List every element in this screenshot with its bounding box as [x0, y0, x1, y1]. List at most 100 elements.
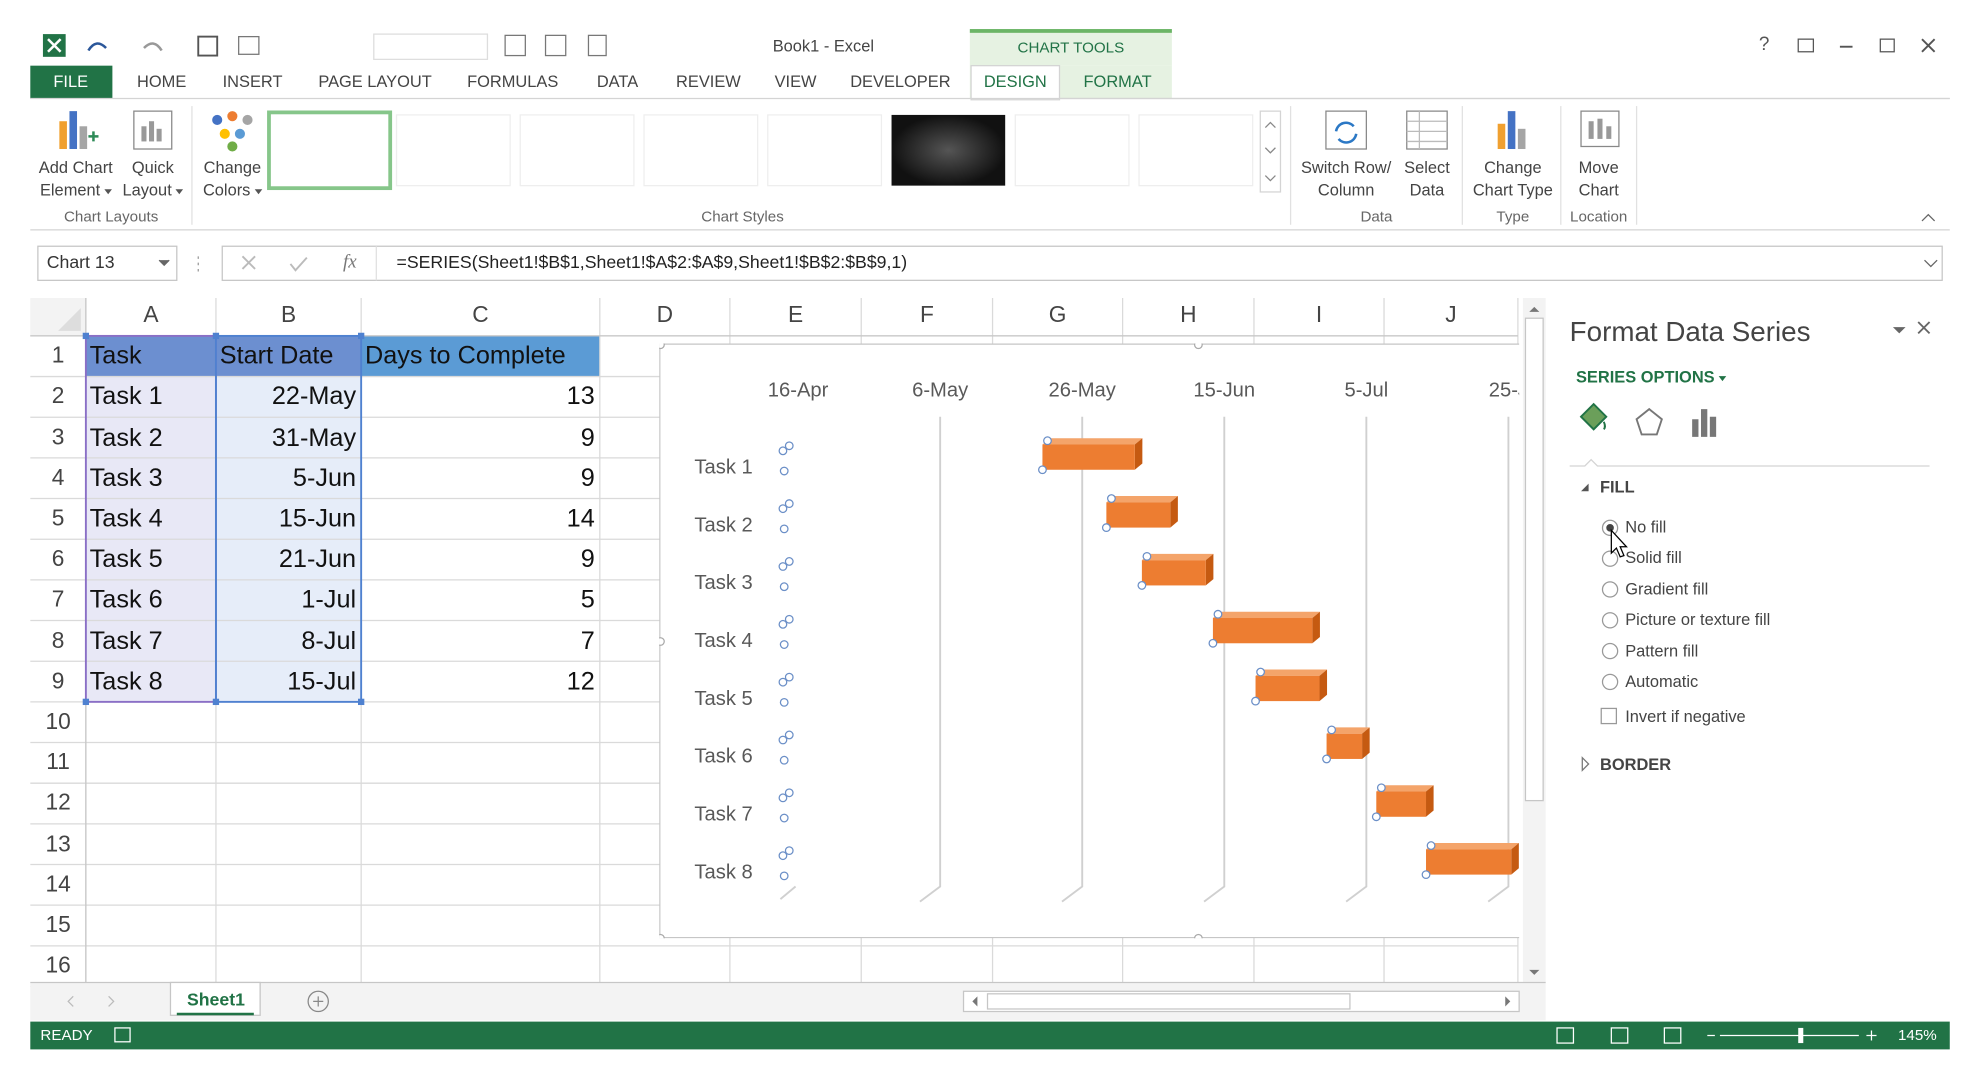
cell[interactable]: 9	[580, 545, 595, 574]
ribbon-tab[interactable]: DEVELOPER	[850, 71, 951, 91]
style-thumb[interactable]	[267, 110, 393, 191]
ribbon-tab[interactable]: REVIEW	[676, 71, 741, 91]
series-options-menu[interactable]: SERIES OPTIONS	[1576, 368, 1727, 387]
cell[interactable]: Task 1	[89, 383, 163, 411]
row-header[interactable]: 10	[45, 708, 71, 734]
cell[interactable]: 12	[566, 667, 595, 696]
cell[interactable]: 22-May	[271, 383, 357, 411]
cell[interactable]: Task 4	[89, 504, 163, 533]
style-thumb[interactable]	[519, 114, 635, 187]
cell[interactable]: 5	[580, 586, 595, 615]
style-thumb[interactable]	[395, 114, 511, 187]
cell[interactable]: Task 6	[89, 586, 163, 615]
cell[interactable]: Task 5	[89, 545, 163, 574]
ribbon-button-label[interactable]: Add Chart	[38, 157, 113, 177]
file-tab[interactable]: FILE	[53, 71, 89, 91]
row-header[interactable]: 2	[51, 383, 65, 409]
cell[interactable]: 15-Jun	[278, 504, 357, 533]
ribbon-button-label[interactable]: Select	[1404, 157, 1450, 177]
cancel-icon[interactable]	[241, 255, 256, 270]
ribbon-button-label[interactable]: Layout	[122, 181, 184, 200]
column-header[interactable]: B	[280, 301, 297, 328]
row-header[interactable]: 8	[51, 627, 65, 653]
ribbon-tab[interactable]: FORMULAS	[467, 71, 559, 91]
row-header[interactable]: 1	[51, 342, 65, 368]
column-header[interactable]: F	[919, 301, 934, 328]
cell[interactable]: 1-Jul	[301, 586, 357, 615]
style-thumb[interactable]	[891, 114, 1006, 186]
ribbon-tab[interactable]: VIEW	[774, 71, 817, 91]
fill-option[interactable]: Picture or texture fill	[1625, 609, 1771, 629]
ribbon-tab[interactable]: PAGE LAYOUT	[318, 71, 432, 91]
row-header[interactable]: 7	[51, 586, 65, 612]
insert-function[interactable]: fx	[342, 252, 357, 273]
invert-checkbox-label[interactable]: Invert if negative	[1625, 706, 1746, 726]
row-header[interactable]: 5	[51, 505, 65, 531]
sheet-tab[interactable]: Sheet1	[186, 989, 245, 1010]
column-header[interactable]: G	[1048, 301, 1067, 328]
cell[interactable]: Days to Complete	[364, 342, 566, 371]
fill-option[interactable]: Gradient fill	[1625, 579, 1709, 599]
cell[interactable]: 7	[580, 626, 595, 655]
ribbon-tab[interactable]: INSERT	[222, 71, 283, 91]
expand-formula[interactable]	[1924, 259, 1938, 268]
cell[interactable]: 9	[580, 464, 595, 493]
fill-option[interactable]: Pattern fill	[1625, 640, 1699, 660]
fill-option[interactable]: No fill	[1625, 517, 1667, 537]
cell[interactable]: Task 3	[89, 464, 163, 493]
cell[interactable]: Task 2	[89, 423, 163, 452]
row-header[interactable]: 11	[46, 749, 70, 775]
ribbon-tab[interactable]: FORMAT	[1083, 71, 1152, 91]
ribbon-tab[interactable]: HOME	[137, 71, 187, 91]
cell[interactable]: Task 8	[89, 667, 163, 696]
column-header[interactable]: D	[656, 301, 674, 328]
column-header[interactable]: H	[1180, 301, 1197, 328]
column-header[interactable]: A	[143, 301, 159, 328]
cell[interactable]: 21-Jun	[278, 545, 357, 574]
fill-heading[interactable]: FILL	[1599, 477, 1635, 497]
ribbon-tab[interactable]: DATA	[596, 71, 639, 91]
help-button[interactable]: ?	[1758, 33, 1770, 56]
ribbon-button-label[interactable]: Element	[40, 181, 112, 200]
fill-option[interactable]: Automatic	[1625, 671, 1699, 691]
ribbon-button-label[interactable]: Colors	[203, 181, 262, 200]
ribbon-button-label[interactable]: Data	[1409, 180, 1445, 200]
cell[interactable]: 31-May	[271, 423, 357, 452]
name-box[interactable]	[37, 245, 178, 281]
row-header[interactable]: 14	[45, 871, 71, 897]
row-header[interactable]: 15	[45, 911, 71, 937]
column-header[interactable]: E	[787, 301, 804, 328]
fill-option[interactable]: Solid fill	[1625, 548, 1682, 568]
row-header[interactable]: 13	[45, 830, 71, 856]
ribbon-button-label[interactable]: Chart Type	[1472, 180, 1553, 200]
row-header[interactable]: 4	[51, 464, 65, 490]
cell[interactable]: Task 7	[89, 626, 163, 655]
column-header[interactable]: C	[472, 301, 489, 328]
row-header[interactable]: 9	[51, 667, 65, 694]
row-header[interactable]: 16	[45, 952, 71, 978]
cell[interactable]: 14	[566, 504, 595, 533]
ribbon-button-label[interactable]: Switch Row/	[1300, 157, 1392, 177]
style-thumb[interactable]	[643, 114, 759, 187]
cell[interactable]: Start Date	[219, 342, 334, 371]
ribbon-tab[interactable]: DESIGN	[983, 71, 1047, 91]
cell[interactable]: 15-Jul	[287, 667, 357, 696]
row-header[interactable]: 6	[51, 545, 65, 572]
row-header[interactable]: 12	[45, 789, 71, 816]
ribbon-button-label[interactable]: Change	[203, 157, 262, 177]
cell[interactable]: 9	[580, 423, 595, 452]
enter-icon[interactable]	[289, 256, 308, 272]
column-header[interactable]: I	[1315, 301, 1323, 328]
ribbon-button-label[interactable]: Quick	[131, 157, 174, 177]
ribbon-button-label[interactable]: Change	[1484, 157, 1542, 177]
style-thumb[interactable]	[1014, 114, 1130, 187]
style-thumb[interactable]	[767, 114, 883, 187]
cell[interactable]: Task	[89, 342, 142, 371]
cell[interactable]: 5-Jun	[292, 464, 357, 493]
cell[interactable]: 13	[566, 383, 595, 411]
gallery-scroll[interactable]	[1259, 110, 1282, 193]
collapse-ribbon[interactable]	[1921, 213, 1936, 222]
ribbon-button-label[interactable]: Move	[1578, 157, 1619, 177]
cell[interactable]: 8-Jul	[301, 626, 357, 655]
style-thumb[interactable]	[1138, 114, 1254, 187]
